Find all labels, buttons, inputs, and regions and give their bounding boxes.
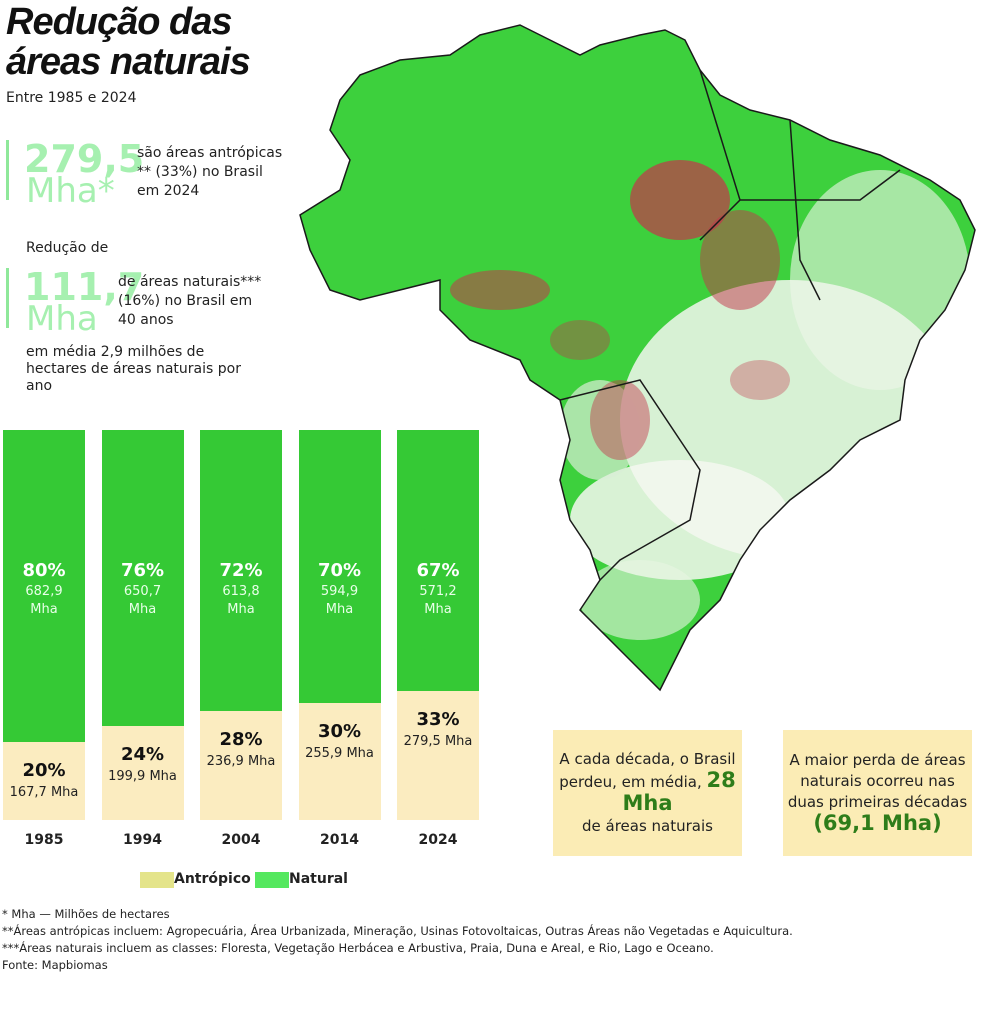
legend-swatch — [140, 872, 174, 888]
chart: 20% 167,7 Mha 80% 682,9 Mha 1985 24% 199,9 Mha… — [0, 420, 500, 900]
stat-unit: Mha* — [26, 171, 115, 211]
value-label: 76% — [120, 560, 165, 581]
title-line: Redução das — [6, 1, 233, 43]
value-label: 67% — [416, 560, 460, 581]
x-tick-label: 2004 — [221, 832, 261, 848]
value-label: 33% — [416, 709, 460, 731]
area-label: 650,7 Mha — [123, 584, 162, 617]
subtitle: Entre 1985 e 2024 — [6, 90, 137, 106]
area-label: 571,2 Mha — [419, 584, 457, 617]
callout-text: A maior perda de áreas naturais ocorreu … — [787, 751, 968, 811]
accent-line — [6, 140, 9, 200]
callout-text: A cada década, o Brasil perdeu, em média… — [559, 750, 736, 791]
x-tick-label: 1985 — [24, 832, 64, 848]
x-tick-label: 1994 — [123, 832, 162, 848]
callout: A cada década, o Brasil perdeu, em média… — [553, 730, 742, 856]
bar-segment — [3, 742, 85, 820]
area-label: 279,5 Mha — [403, 734, 473, 750]
value-label: 28% — [219, 728, 263, 750]
area-label: 167,7 Mha — [9, 785, 79, 800]
legend-swatch — [255, 872, 289, 888]
area-label: 199,9 Mha — [108, 769, 177, 785]
accent-line — [6, 268, 9, 328]
callout: A maior perda de áreas naturais ocorreu … — [783, 730, 972, 856]
value-label: 80% — [22, 560, 66, 581]
title-line: áreas naturais — [6, 41, 251, 83]
footnote: ***Áreas naturais incluem as classes: Fl… — [2, 941, 714, 955]
bar-segment — [200, 710, 282, 820]
bar-segment — [397, 430, 479, 692]
footnote: **Áreas antrópicas incluem: Agropecuária… — [2, 924, 793, 938]
stat-intro: Redução de — [26, 240, 109, 256]
stat-unit: Mha — [26, 299, 98, 339]
value-label: 24% — [120, 744, 165, 766]
value-label: 72% — [219, 560, 263, 581]
callout-text: de áreas naturais — [582, 817, 713, 835]
footnote: Fonte: Mapbiomas — [2, 958, 108, 972]
area-label: 613,8 Mha — [222, 584, 260, 617]
stat-number: 279,5 — [24, 137, 145, 181]
x-tick-label: 2014 — [320, 832, 359, 848]
stat-note: em média 2,9 milhões de hectares de área… — [26, 344, 241, 394]
callout-highlight: 28 Mha — [622, 768, 736, 815]
stat-number: 111,7 — [24, 265, 145, 309]
area-label: 236,9 Mha — [206, 753, 276, 769]
bar-segment — [298, 703, 381, 820]
area-label: 255,9 Mha — [305, 746, 374, 761]
value-label: 30% — [317, 721, 362, 742]
footnote: * Mha — Milhões de hectares — [2, 907, 170, 921]
legend-label: Antrópico — [174, 871, 251, 887]
stat-text: de áreas naturais*** (16%) no Brasil em … — [118, 274, 262, 328]
bar-segment — [101, 430, 184, 727]
value-label: 70% — [317, 560, 362, 581]
legend-label: Natural — [289, 871, 348, 887]
bar-segment — [397, 691, 479, 820]
bar-segment — [3, 430, 85, 742]
value-label: 20% — [22, 760, 66, 781]
area-label: 594,9 Mha — [320, 584, 359, 617]
x-tick-label: 2024 — [418, 832, 458, 848]
bar-segment — [101, 726, 184, 820]
area-label: 682,9 Mha — [25, 584, 63, 617]
stat-text: são áreas antrópicas ** (33%) no Brasil … — [137, 145, 283, 199]
title: Redução das áreas naturais — [6, 1, 251, 83]
bar-segment — [200, 430, 282, 711]
bar-segment — [298, 430, 381, 703]
callout-highlight: (69,1 Mha) — [813, 811, 942, 835]
